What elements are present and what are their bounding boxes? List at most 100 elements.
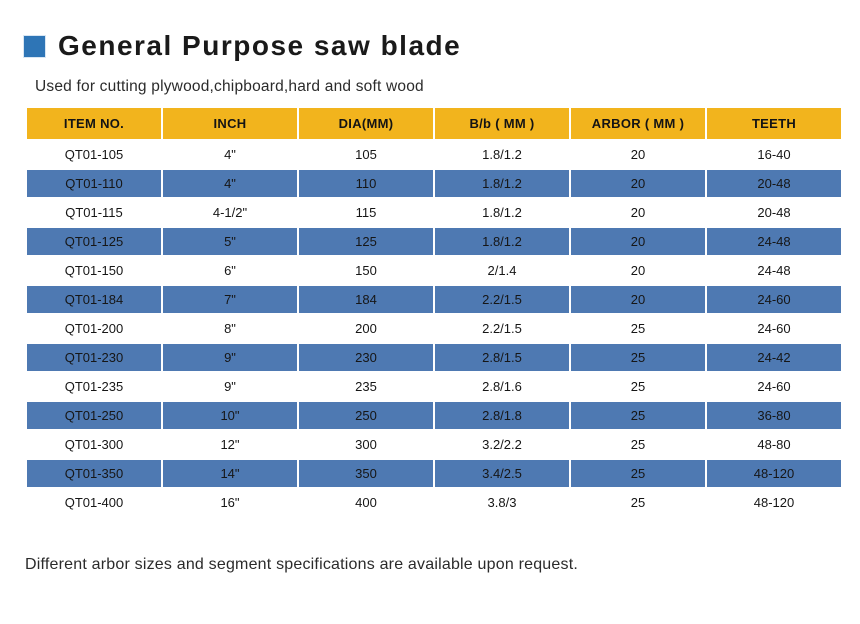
table-cell: QT01-230 (27, 344, 161, 371)
table-cell: 1.8/1.2 (435, 228, 569, 255)
table-cell: 2.8/1.6 (435, 373, 569, 400)
table-cell: 48-80 (707, 431, 841, 458)
table-row: QT01-115 4-1/2" 115 1.8/1.2 20 20-48 (27, 199, 841, 226)
table-cell: 125 (299, 228, 433, 255)
table-cell: 184 (299, 286, 433, 313)
table-cell: 12" (163, 431, 297, 458)
table-row: QT01-400 16" 400 3.8/3 25 48-120 (27, 489, 841, 516)
table-cell: 9" (163, 344, 297, 371)
table-cell: 2/1.4 (435, 257, 569, 284)
table-cell: 25 (571, 373, 705, 400)
table-cell: 24-48 (707, 257, 841, 284)
table-cell: QT01-250 (27, 402, 161, 429)
table-cell: 3.8/3 (435, 489, 569, 516)
table-row: QT01-300 12" 300 3.2/2.2 25 48-80 (27, 431, 841, 458)
table-cell: 2.8/1.5 (435, 344, 569, 371)
table-cell: 25 (571, 431, 705, 458)
table-cell: 3.4/2.5 (435, 460, 569, 487)
table-row: QT01-200 8" 200 2.2/1.5 25 24-60 (27, 315, 841, 342)
table-cell: 1.8/1.2 (435, 141, 569, 168)
table-cell: 110 (299, 170, 433, 197)
table-cell: QT01-300 (27, 431, 161, 458)
table-row: QT01-250 10" 250 2.8/1.8 25 36-80 (27, 402, 841, 429)
blue-square-icon (24, 35, 45, 57)
table-cell: 20 (571, 257, 705, 284)
table-cell: 20 (571, 286, 705, 313)
table-cell: QT01-150 (27, 257, 161, 284)
table-cell: 105 (299, 141, 433, 168)
table-row: QT01-105 4" 105 1.8/1.2 20 16-40 (27, 141, 841, 168)
table-cell: 4-1/2" (163, 199, 297, 226)
table-cell: 5" (163, 228, 297, 255)
table-cell: 1.8/1.2 (435, 199, 569, 226)
table-cell: 24-60 (707, 286, 841, 313)
table-cell: 10" (163, 402, 297, 429)
table-cell: 300 (299, 431, 433, 458)
table-cell: 2.8/1.8 (435, 402, 569, 429)
table-cell: QT01-110 (27, 170, 161, 197)
table-cell: 20 (571, 170, 705, 197)
spec-table-body: QT01-105 4" 105 1.8/1.2 20 16-40 QT01-110 4" 110… (27, 141, 841, 516)
table-cell: QT01-400 (27, 489, 161, 516)
table-cell: QT01-125 (27, 228, 161, 255)
table-cell: 48-120 (707, 489, 841, 516)
table-cell: 24-60 (707, 315, 841, 342)
table-cell: 20 (571, 199, 705, 226)
table-row: QT01-230 9" 230 2.8/1.5 25 24-42 (27, 344, 841, 371)
table-cell: 25 (571, 460, 705, 487)
table-cell: 115 (299, 199, 433, 226)
table-cell: 25 (571, 402, 705, 429)
table-cell: 2.2/1.5 (435, 315, 569, 342)
table-cell: QT01-115 (27, 199, 161, 226)
table-cell: 150 (299, 257, 433, 284)
table-cell: 24-42 (707, 344, 841, 371)
table-cell: 25 (571, 315, 705, 342)
table-cell: 8" (163, 315, 297, 342)
table-cell: 16-40 (707, 141, 841, 168)
column-header-dia: DIA(MM) (299, 108, 433, 139)
column-header-bb: B/b ( MM ) (435, 108, 569, 139)
column-header-item-no: ITEM NO. (27, 108, 161, 139)
table-cell: 250 (299, 402, 433, 429)
table-row: QT01-150 6" 150 2/1.4 20 24-48 (27, 257, 841, 284)
table-cell: 24-60 (707, 373, 841, 400)
header-row: ITEM NO. INCH DIA(MM) B/b ( MM ) ARBOR (… (27, 108, 841, 139)
table-cell: 14" (163, 460, 297, 487)
page-title: General Purpose saw blade (58, 30, 462, 61)
table-cell: 1.8/1.2 (435, 170, 569, 197)
table-row: QT01-125 5" 125 1.8/1.2 20 24-48 (27, 228, 841, 255)
spec-table: ITEM NO. INCH DIA(MM) B/b ( MM ) ARBOR (… (25, 106, 843, 518)
table-cell: 36-80 (707, 402, 841, 429)
table-cell: 2.2/1.5 (435, 286, 569, 313)
table-cell: 4" (163, 170, 297, 197)
table-cell: QT01-235 (27, 373, 161, 400)
table-cell: 235 (299, 373, 433, 400)
column-header-teeth: TEETH (707, 108, 841, 139)
table-cell: 4" (163, 141, 297, 168)
table-cell: QT01-200 (27, 315, 161, 342)
table-cell: 350 (299, 460, 433, 487)
table-cell: 20 (571, 228, 705, 255)
table-cell: QT01-105 (27, 141, 161, 168)
spec-table-header: ITEM NO. INCH DIA(MM) B/b ( MM ) ARBOR (… (27, 108, 841, 139)
column-header-arbor: ARBOR ( MM ) (571, 108, 705, 139)
table-cell: QT01-350 (27, 460, 161, 487)
table-cell: 16" (163, 489, 297, 516)
table-cell: 9" (163, 373, 297, 400)
table-row: QT01-110 4" 110 1.8/1.2 20 20-48 (27, 170, 841, 197)
table-cell: 230 (299, 344, 433, 371)
column-header-inch: INCH (163, 108, 297, 139)
table-cell: QT01-184 (27, 286, 161, 313)
title-row: General Purpose saw blade (24, 30, 461, 62)
table-cell: 6" (163, 257, 297, 284)
table-cell: 25 (571, 344, 705, 371)
table-cell: 7" (163, 286, 297, 313)
table-cell: 20-48 (707, 199, 841, 226)
table-cell: 200 (299, 315, 433, 342)
table-cell: 25 (571, 489, 705, 516)
page-subtitle: Used for cutting plywood,chipboard,hard … (35, 78, 424, 95)
table-row: QT01-350 14" 350 3.4/2.5 25 48-120 (27, 460, 841, 487)
footer-note: Different arbor sizes and segment specif… (25, 556, 578, 573)
table-cell: 20-48 (707, 170, 841, 197)
table-cell: 48-120 (707, 460, 841, 487)
